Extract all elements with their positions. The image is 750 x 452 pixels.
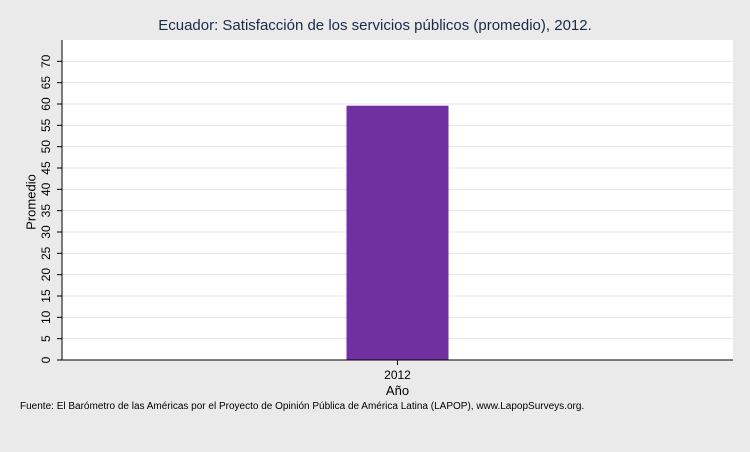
y-tick-label: 30 — [39, 225, 53, 239]
y-tick-label: 5 — [39, 335, 53, 342]
y-tick-label: 40 — [39, 182, 53, 196]
axes — [57, 40, 733, 365]
bars — [346, 105, 449, 360]
y-tick-label: 50 — [39, 140, 53, 154]
y-tick-label: 45 — [39, 161, 53, 175]
y-tick-label: 15 — [39, 289, 53, 303]
y-tick-label: 55 — [39, 118, 53, 132]
y-tick-label: 60 — [39, 97, 53, 111]
y-tick-label: 20 — [39, 268, 53, 282]
y-axis-title: Promedio — [24, 174, 39, 230]
y-tick-label: 10 — [39, 310, 53, 324]
y-tick-label: 65 — [39, 76, 53, 90]
x-tick-label: 2012 — [384, 368, 411, 382]
chart-title: Ecuador: Satisfacción de los servicios p… — [158, 17, 592, 34]
source-note: Fuente: El Barómetro de las Américas por… — [20, 401, 585, 412]
bar — [346, 105, 449, 360]
x-axis-title: Año — [386, 383, 409, 398]
y-tick-label: 35 — [39, 204, 53, 218]
tick-labels: 0 5 10 15 20 25 30 35 40 45 50 55 60 65 70 2012 — [39, 54, 411, 382]
y-tick-label: 0 — [39, 356, 53, 363]
y-tick-label: 25 — [39, 246, 53, 260]
y-tick-label: 70 — [39, 54, 53, 68]
